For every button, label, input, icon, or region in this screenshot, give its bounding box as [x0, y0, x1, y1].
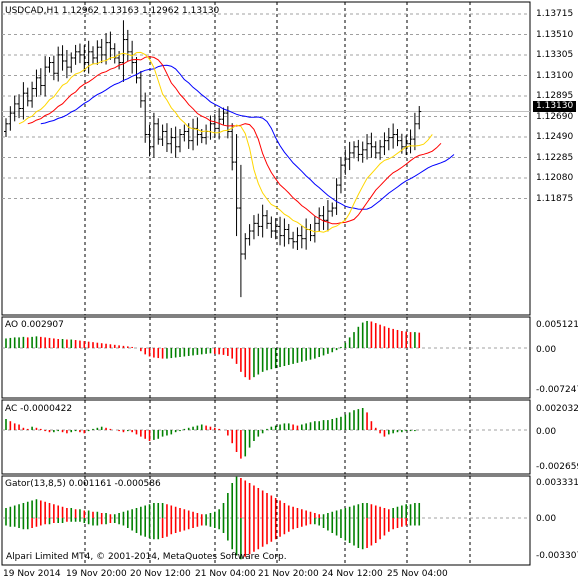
- time-label: 21 Nov 04:00: [195, 569, 256, 579]
- price-scale-label: 1.13510: [536, 29, 574, 40]
- panel-border: [1, 1, 531, 316]
- copyright-notice: Alpari Limited MT4, © 2001-2014, MetaQuo…: [6, 552, 287, 562]
- price-scale-label: 1.12690: [536, 111, 574, 122]
- alligator-lips-line: [18, 51, 433, 233]
- ao-scale-max: 0.005121: [536, 320, 578, 330]
- ac-scale-max: 0.002032: [536, 404, 578, 414]
- panel-border: [1, 475, 531, 566]
- price-scale-label: 1.12490: [536, 132, 574, 142]
- price-scale-label: 1.13715: [536, 9, 574, 19]
- time-label: 20 Nov 12:00: [130, 569, 191, 579]
- gator-histogram[interactable]: [5, 476, 421, 560]
- price-scale-label: 1.12895: [536, 91, 574, 101]
- time-label: 19 Nov 20:00: [66, 569, 127, 579]
- time-label: 21 Nov 20:00: [258, 569, 319, 579]
- current-price-tag: 1.13130: [533, 101, 577, 112]
- time-label: 19 Nov 2014: [3, 569, 61, 579]
- ac-scale-min: -0.002659: [536, 462, 578, 472]
- gator-header: Gator(13,8,5) 0.001161 -0.000586: [5, 479, 161, 489]
- price-scale-label: 1.11875: [536, 193, 574, 204]
- grid-lines: [2, 2, 530, 565]
- gator-scale-max: 0.003331: [536, 478, 578, 488]
- alligator-jaw-line: [40, 64, 455, 210]
- time-label: 25 Nov 04:00: [387, 569, 448, 579]
- panel-border: [1, 399, 531, 475]
- gator-scale-min: -0.003307: [536, 551, 578, 561]
- price-scale-label: 1.13100: [536, 70, 574, 81]
- symbol-header: USDCAD,H1 1.12962 1.13163 1.12962 1.1313…: [5, 6, 220, 16]
- price-scale-label: 1.12285: [536, 152, 574, 163]
- ao-histogram[interactable]: [5, 320, 421, 380]
- ao-scale-min: -0.007247: [536, 385, 578, 395]
- price-scale-label: 1.13305: [536, 50, 574, 60]
- panel-frames: [1, 1, 531, 566]
- ac-header: AC -0.0000422: [5, 404, 73, 414]
- alligator-teeth-line: [27, 56, 442, 225]
- panel-border: [1, 316, 531, 399]
- price-scale-label: 1.12080: [536, 173, 574, 183]
- price-plot[interactable]: [2, 20, 530, 298]
- gator-scale-zero: 0.00: [536, 514, 557, 524]
- time-label: 24 Nov 12:00: [322, 569, 383, 579]
- ao-header: AO 0.002907: [5, 320, 64, 330]
- ao-scale-zero: 0.00: [536, 345, 557, 355]
- ac-histogram[interactable]: [5, 408, 419, 459]
- ac-scale-zero: 0.00: [536, 427, 557, 437]
